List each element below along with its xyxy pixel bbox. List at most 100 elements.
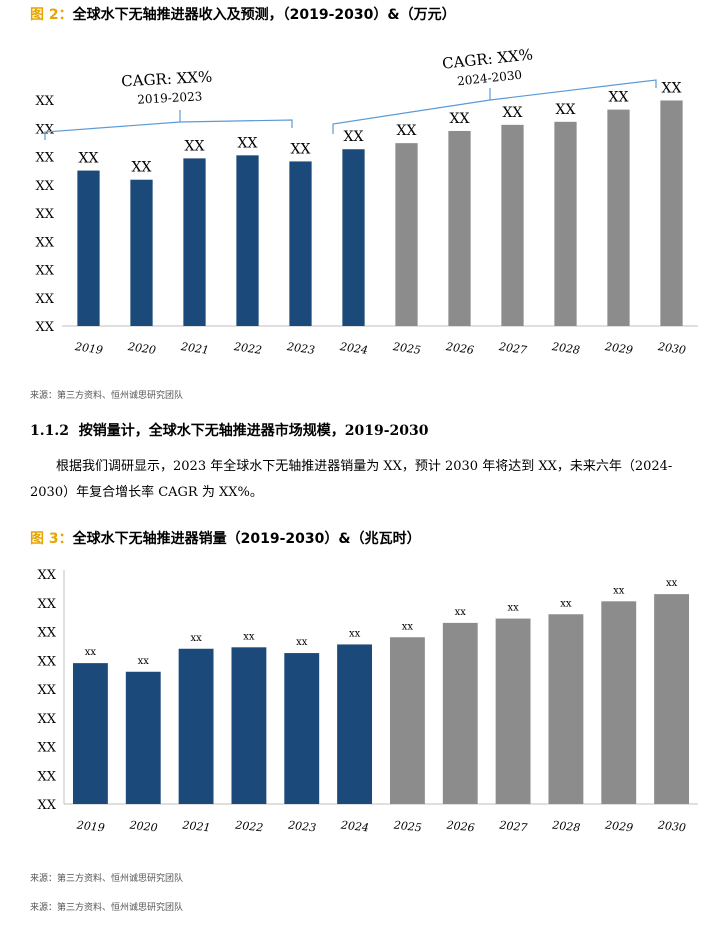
x-tick-label: 2022 [234, 818, 264, 834]
y-tick-label: XX [37, 683, 56, 698]
x-tick-label: 2030 [656, 818, 686, 834]
bar-2024 [337, 644, 373, 804]
x-tick-label: 2027 [498, 818, 528, 834]
bar-value-label: xx [402, 621, 414, 632]
bar-2021 [183, 158, 206, 326]
x-tick-label: 2024 [339, 818, 369, 834]
bar-value-label: XX [132, 160, 152, 176]
bar-2028 [548, 614, 584, 804]
y-tick-label: XX [37, 626, 56, 641]
x-tick-label: 2021 [179, 340, 210, 357]
bar-value-label: xx [507, 603, 519, 614]
bar-value-label: XX [609, 90, 629, 106]
figure-2-title-text: 全球水下无轴推进器收入及预测，（2019-2030）&（万元） [72, 7, 456, 23]
bar-value-label: XX [556, 102, 576, 118]
bar-value-label: xx [138, 656, 150, 667]
x-tick-label: 2019 [75, 818, 105, 834]
bar-2027 [495, 618, 531, 804]
bar-2022 [231, 647, 267, 804]
x-tick-label: 2019 [73, 340, 104, 357]
bar-value-label: XX [503, 105, 523, 121]
y-tick-label: XX [37, 654, 56, 669]
y-tick-label: XX [35, 320, 54, 335]
x-tick-label: 2025 [392, 818, 422, 834]
x-tick-label: 2021 [181, 818, 211, 834]
section-heading: 1.1.2 按销量计，全球水下无轴推进器市场规模，2019-2030 [30, 420, 428, 440]
bar-2029 [607, 109, 630, 326]
section-number: 1.1.2 [30, 423, 69, 439]
y-tick-label: XX [37, 597, 56, 612]
bar-value-label: xx [560, 598, 572, 609]
bar-2030 [660, 100, 683, 326]
bar-2026 [448, 130, 471, 326]
bar-value-label: xx [349, 628, 361, 639]
x-tick-label: 2022 [232, 340, 263, 357]
cagr-period-1: 2019-2023 [137, 89, 203, 106]
bar-2026 [442, 622, 478, 804]
bar-value-label: XX [185, 138, 205, 154]
figure-3-title: 图 3：全球水下无轴推进器销量（2019-2030）&（兆瓦时） [30, 528, 421, 548]
bar-value-label: XX [344, 129, 364, 145]
bar-2028 [554, 121, 577, 326]
bar-2019 [72, 663, 108, 804]
footer-source: 来源：第三方资料、恒州诚思研究团队 [30, 903, 184, 913]
y-tick-label: XX [35, 235, 54, 250]
bar-2023 [284, 653, 320, 804]
bar-value-label: xx [296, 637, 308, 648]
bar-2024 [342, 149, 365, 326]
bar-value-label: xx [190, 633, 202, 644]
body-paragraph: 根据我们调研显示，2023 年全球水下无轴推进器销量为 XX，预计 2030 年… [30, 459, 673, 500]
bar-value-label: XX [79, 151, 99, 167]
figure-3-title-text: 全球水下无轴推进器销量（2019-2030）&（兆瓦时） [72, 531, 421, 547]
bar-value-label: XX [662, 80, 682, 96]
bar-value-label: XX [450, 111, 470, 127]
cagr-period-2: 2024-2030 [456, 68, 522, 89]
y-tick-label: XX [37, 712, 56, 727]
y-tick-label: XX [35, 151, 54, 166]
bar-value-label: xx [85, 647, 97, 658]
x-tick-label: 2028 [550, 340, 581, 357]
bar-value-label: xx [666, 578, 678, 589]
x-tick-label: 2023 [287, 818, 317, 834]
sales-volume-bar-chart: XX XX XX XX XX XX XX XX XX xx 2019 xx 2020 xx 2021 xx 20… [37, 568, 698, 834]
bar-value-label: xx [455, 607, 467, 618]
bar-value-label: xx [613, 585, 625, 596]
figure-3-source: 来源：第三方资料、恒州诚思研究团队 [30, 874, 184, 884]
bar-2025 [395, 143, 418, 326]
figure-2-source: 来源：第三方资料、恒州诚思研究团队 [30, 391, 184, 401]
figure-3-label: 图 3： [30, 531, 73, 547]
section-title: 按销量计，全球水下无轴推进器市场规模，2019-2030 [78, 423, 429, 439]
y-tick-label: XX [37, 769, 56, 784]
bar-2020 [125, 671, 161, 804]
bar-2020 [130, 179, 153, 326]
bar-2030 [654, 594, 690, 804]
x-tick-label: 2023 [285, 340, 316, 357]
x-tick-label: 2030 [656, 340, 687, 357]
x-tick-label: 2026 [444, 340, 475, 357]
y-tick-label: XX [35, 122, 54, 137]
bar-2021 [178, 648, 214, 804]
y-tick-label: XX [35, 179, 54, 194]
bar-2027 [501, 124, 524, 326]
x-tick-label: 2025 [391, 340, 422, 357]
y-tick-label: XX [35, 264, 54, 279]
x-tick-label: 2027 [497, 340, 528, 357]
x-tick-label: 2029 [604, 818, 634, 834]
bar-2019 [77, 170, 100, 326]
bar-2022 [236, 155, 259, 326]
x-tick-label: 2020 [126, 340, 157, 357]
bar-2029 [601, 601, 637, 804]
bar-value-label: XX [238, 135, 258, 151]
x-tick-label: 2020 [128, 818, 158, 834]
x-tick-label: 2024 [338, 340, 369, 357]
cagr-label-1: CAGR: XX% [121, 68, 213, 91]
bar-value-label: XX [397, 123, 417, 139]
figure-2-title: 图 2：全球水下无轴推进器收入及预测，（2019-2030）&（万元） [30, 4, 456, 24]
y-tick-label: XX [35, 207, 54, 222]
x-tick-label: 2029 [603, 340, 634, 357]
x-tick-label: 2026 [445, 818, 475, 834]
bar-value-label: xx [243, 631, 255, 642]
y-tick-label: XX [37, 798, 56, 813]
y-tick-label: XX [37, 568, 56, 583]
x-tick-label: 2028 [551, 818, 581, 834]
